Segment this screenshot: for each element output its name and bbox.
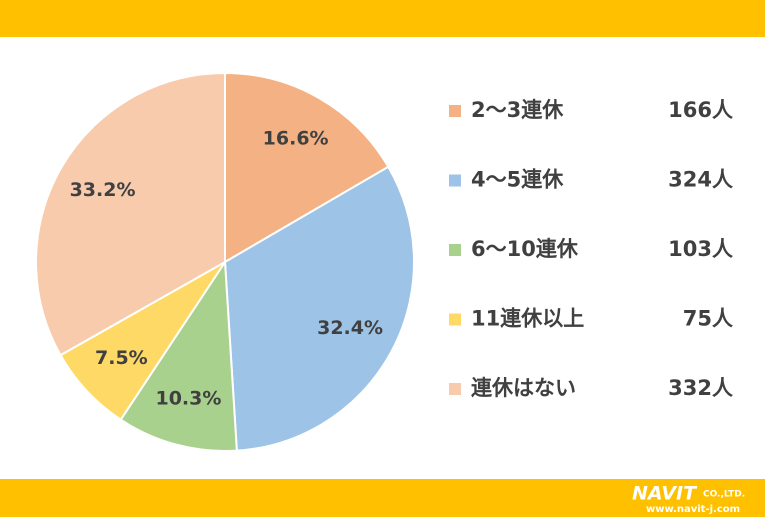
brand-suffix: CO.,LTD. <box>703 490 745 500</box>
legend-count: 324人 <box>668 168 733 192</box>
legend-swatch <box>449 383 461 395</box>
legend-label: 連休はない <box>471 376 576 400</box>
data-label: 32.4% <box>317 317 383 339</box>
pie-slice <box>119 258 238 452</box>
legend-count: 75人 <box>683 307 733 331</box>
legend-count: 166人 <box>668 98 733 122</box>
top-bar <box>0 0 765 37</box>
data-label: 7.5% <box>95 347 148 369</box>
legend-swatch <box>449 105 461 117</box>
pie-slice <box>35 71 226 357</box>
pie-slice <box>223 165 415 452</box>
legend-swatch <box>449 313 461 326</box>
legend-label: 11連休以上 <box>471 307 584 331</box>
legend-swatch <box>449 174 461 187</box>
data-label: 33.2% <box>70 179 136 201</box>
brand-name: NAVIT <box>632 483 698 505</box>
legend-swatch <box>449 244 461 256</box>
legend-label: 6～10連休 <box>471 237 579 261</box>
legend-label: 4～5連休 <box>471 168 564 192</box>
legend-count: 103人 <box>668 237 733 261</box>
chart: 16.6% 32.4% 10.3% 7.5% 33.2% 2～3連休 166人 4～5連休 32… <box>35 71 733 452</box>
legend-label: 2～3連休 <box>471 98 564 122</box>
data-label: 16.6% <box>263 128 329 150</box>
bottom-bar <box>0 479 765 517</box>
pie-slice <box>224 71 390 264</box>
legend-count: 332人 <box>668 376 733 400</box>
data-label: 10.3% <box>155 387 221 409</box>
brand-url: www.navit-j.com <box>646 504 740 515</box>
